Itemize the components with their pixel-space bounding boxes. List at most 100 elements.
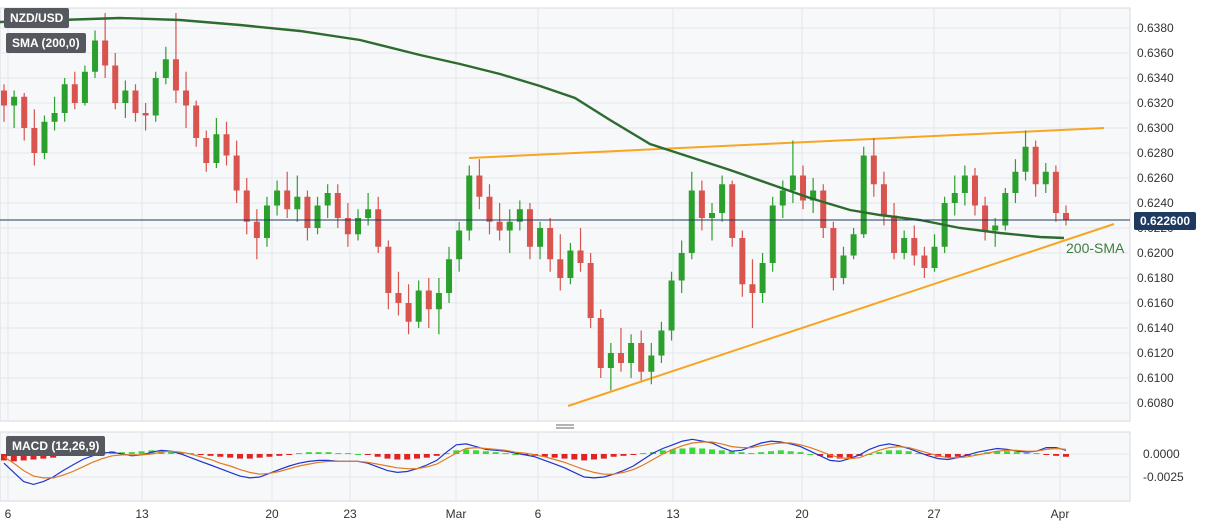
candle — [870, 138, 877, 197]
candle — [891, 203, 898, 260]
y-axis-price: 0.6380 0.6360 0.6340 0.6320 0.6300 0.6280 0.62… — [1137, 21, 1174, 410]
y-axis-macd: 0.0000 -0.0025 — [1143, 447, 1184, 484]
candle — [61, 78, 68, 122]
macd-bar — [630, 454, 637, 455]
macd-bar — [679, 448, 686, 454]
macd-bar — [954, 454, 961, 457]
x-tick-label: 13 — [135, 507, 149, 521]
macd-bar — [620, 454, 627, 456]
macd-bar — [325, 452, 332, 454]
macd-bar — [473, 450, 479, 454]
macd-bar — [994, 451, 1001, 454]
macd-bar — [335, 453, 342, 455]
candle — [961, 165, 968, 206]
macd-bar — [945, 454, 951, 458]
x-tick-label: 20 — [265, 507, 279, 521]
macd-bar — [748, 453, 755, 455]
macd-bar — [296, 453, 302, 455]
macd-bar — [266, 454, 273, 457]
y-tick-label: 0.6180 — [1137, 271, 1174, 285]
macd-bar — [197, 454, 204, 455]
x-axis: 6 13 20 23 Mar 6 13 20 27 Apr — [5, 507, 1070, 521]
symbol-badge: NZD/USD — [4, 8, 70, 28]
candle — [41, 115, 48, 160]
macd-bar — [1033, 453, 1040, 455]
candle — [334, 184, 341, 228]
candle — [132, 84, 139, 122]
candle — [122, 80, 129, 118]
candle — [830, 221, 837, 291]
macd-bar — [659, 450, 666, 454]
macd-bar — [423, 454, 430, 458]
candle — [274, 180, 281, 216]
candle — [1063, 205, 1069, 226]
y-tick-label: 0.6300 — [1137, 121, 1174, 135]
macd-bar — [502, 453, 509, 455]
macd-bar — [581, 454, 588, 461]
macd-bar — [394, 454, 401, 460]
macd-bar — [836, 454, 843, 459]
candle — [112, 53, 119, 110]
macd-bar — [915, 453, 922, 455]
candle — [840, 246, 847, 285]
candle — [617, 328, 624, 372]
y-tick-label: 0.6100 — [1137, 371, 1174, 385]
candle — [284, 171, 291, 218]
macd-bar — [738, 452, 745, 454]
macd-bar — [689, 447, 696, 454]
candle — [1042, 163, 1049, 193]
y-tick-label: 0.6140 — [1137, 321, 1174, 335]
candle — [162, 46, 169, 85]
candle — [11, 90, 18, 128]
signal-line — [3, 441, 1067, 479]
candle — [739, 230, 746, 297]
macd-bar — [237, 454, 243, 459]
macd-bar — [227, 454, 234, 458]
candle — [324, 184, 331, 218]
macd-bar — [895, 450, 902, 454]
macd-bar — [433, 454, 440, 456]
x-tick-label: 20 — [795, 507, 809, 521]
macd-bar — [1063, 454, 1069, 457]
sma-indicator-badge: SMA (200,0) — [6, 33, 86, 53]
candle — [729, 180, 736, 247]
macd-bar — [443, 453, 450, 455]
candle — [193, 100, 200, 147]
candle — [749, 259, 756, 328]
candle — [506, 209, 513, 253]
macd-bar — [512, 454, 519, 455]
divider-handle[interactable] — [556, 424, 574, 429]
candle — [405, 284, 412, 335]
macd-bar — [787, 451, 794, 454]
macd-y-tick-label: -0.0025 — [1143, 470, 1184, 484]
macd-bar — [217, 454, 224, 457]
candle — [172, 13, 179, 103]
macd-line — [3, 438, 1067, 486]
candle — [648, 343, 655, 385]
candle — [547, 218, 554, 272]
y-tick-label: 0.6240 — [1137, 196, 1174, 210]
macd-bar — [1023, 453, 1030, 455]
candle — [709, 203, 715, 241]
candle — [1032, 140, 1039, 197]
macd-bar — [561, 454, 568, 459]
sma-annotation: 200-SMA — [1066, 240, 1125, 256]
x-tick-label: Apr — [1051, 507, 1070, 521]
x-tick-label: 13 — [666, 507, 680, 521]
y-tick-label: 0.6160 — [1137, 296, 1174, 310]
candle — [526, 203, 533, 260]
candle — [466, 165, 473, 241]
candle — [759, 253, 766, 303]
macd-bar — [414, 454, 420, 459]
x-tick-label: 6 — [535, 507, 542, 521]
macd-bar — [886, 450, 892, 454]
candle — [1052, 165, 1059, 222]
macd-bar — [482, 451, 489, 454]
candle — [344, 203, 351, 247]
candle — [152, 71, 159, 122]
candle — [597, 309, 604, 378]
macd-bar — [905, 451, 912, 454]
macd-bar — [384, 454, 391, 459]
macd-bar — [817, 454, 824, 456]
